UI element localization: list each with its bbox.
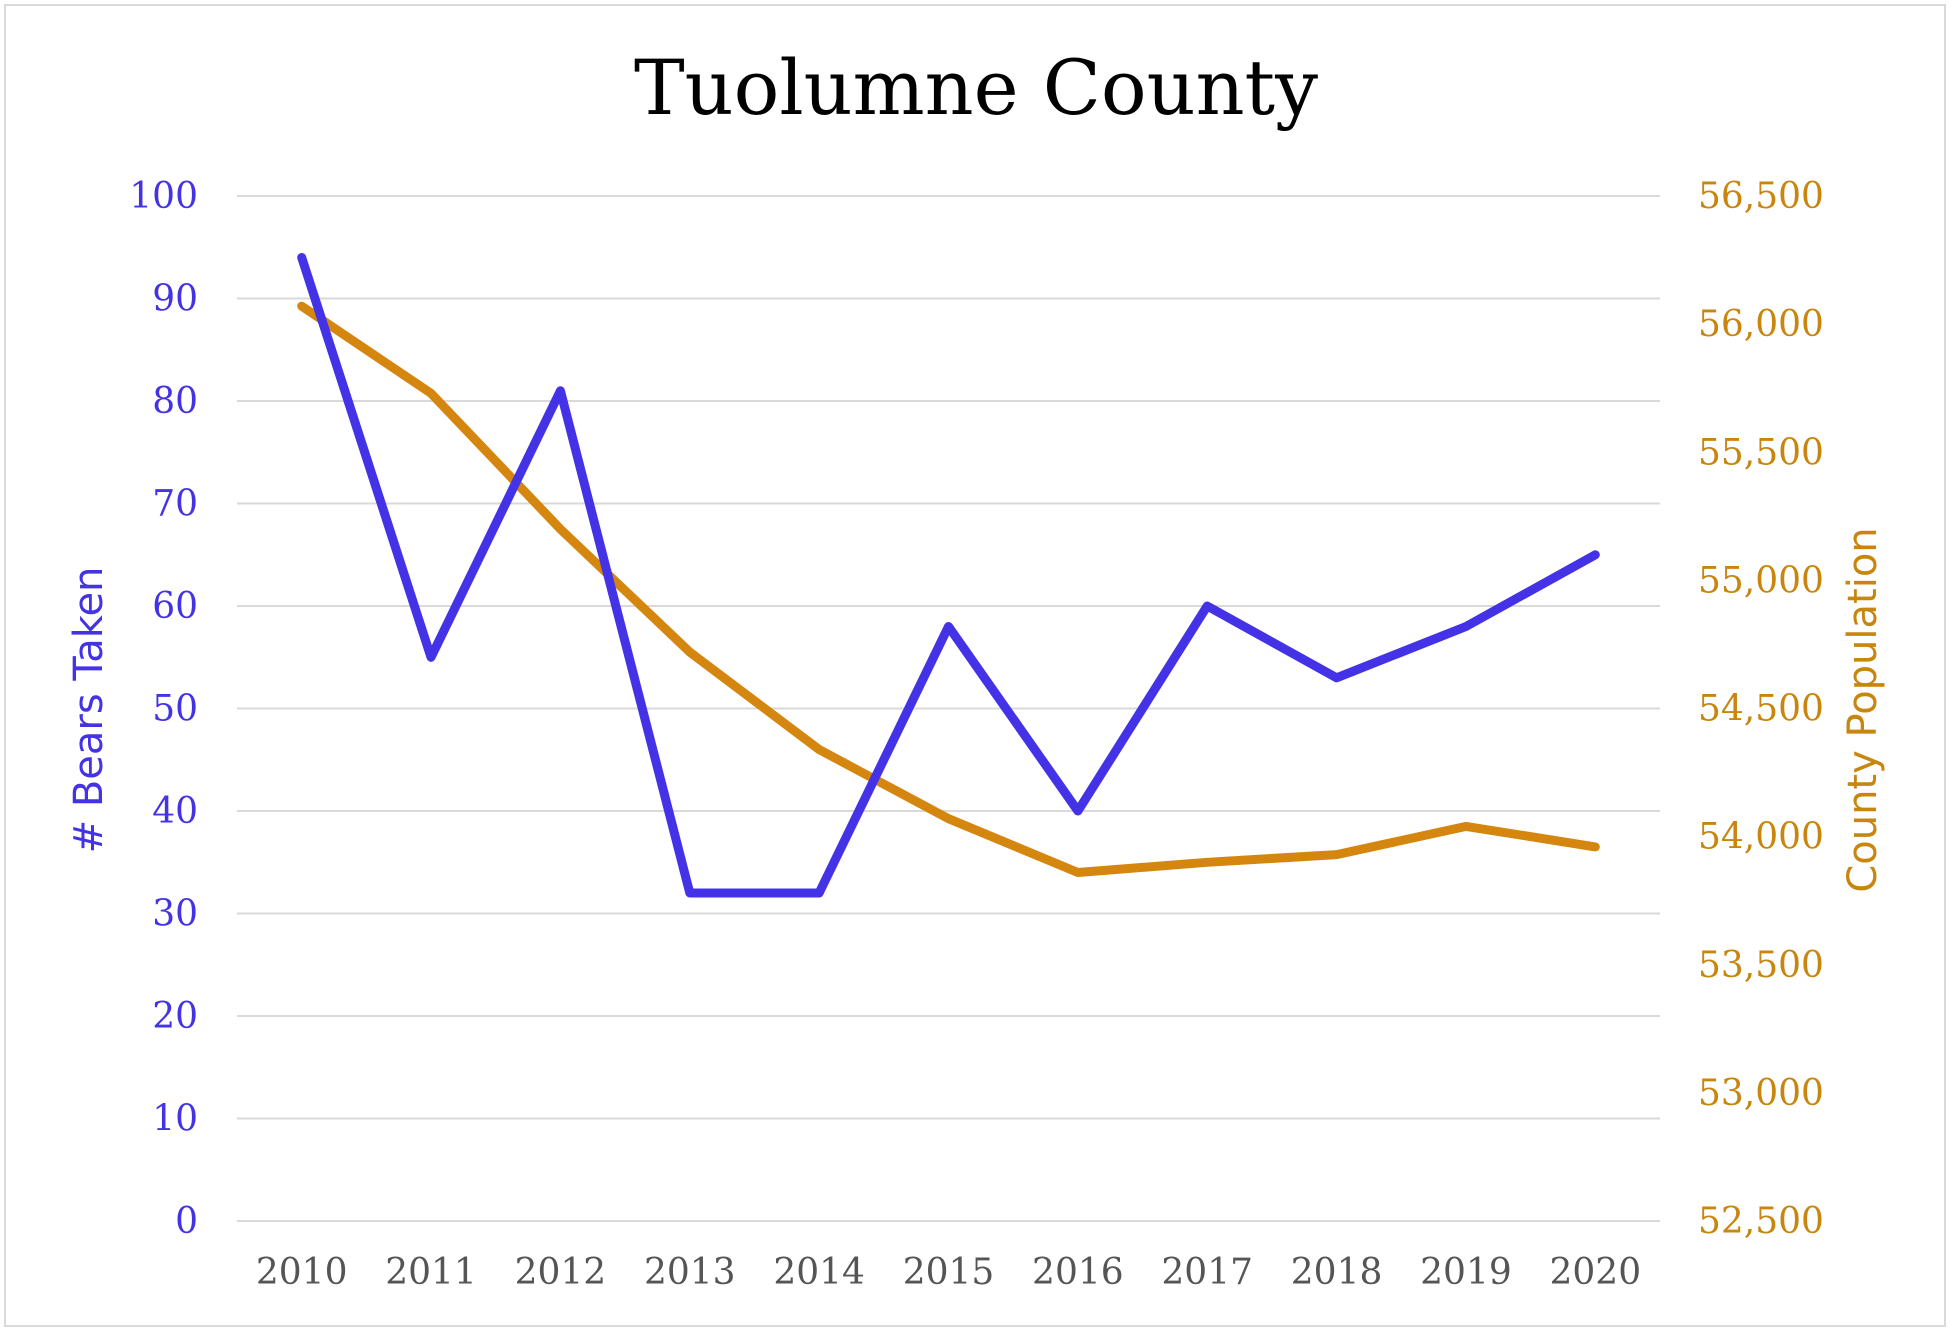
right-tick-label: 53,000 (1698, 1073, 1824, 1114)
gridlines (237, 195, 1660, 1222)
series-layer (297, 253, 1600, 898)
right-tick-label: 52,500 (1698, 1201, 1824, 1242)
right-axis-ticks: 52,500 53,000 53,500 54,000 54,500 55,000 55,5… (1698, 176, 1824, 1242)
left-tick-label: 70 (152, 484, 198, 525)
x-tick-label: 2017 (1161, 1252, 1253, 1293)
left-axis-title: # Bears Taken (66, 567, 112, 854)
x-tick-label: 2019 (1420, 1252, 1512, 1293)
x-tick-label: 2015 (903, 1252, 995, 1293)
left-tick-label: 40 (152, 791, 198, 832)
right-tick-label: 55,000 (1698, 560, 1824, 601)
left-tick-label: 10 (152, 1099, 198, 1140)
right-tick-label: 55,500 (1698, 432, 1824, 473)
left-tick-label: 90 (152, 279, 198, 320)
x-tick-label: 2012 (515, 1252, 607, 1293)
right-tick-label: 53,500 (1698, 945, 1824, 986)
right-tick-label: 54,500 (1698, 689, 1824, 730)
left-tick-label: 20 (152, 996, 198, 1037)
left-tick-label: 50 (152, 689, 198, 730)
left-tick-label: 80 (152, 381, 198, 422)
left-tick-label: 100 (129, 176, 198, 217)
x-tick-label: 2020 (1550, 1252, 1642, 1293)
x-tick-label: 2018 (1291, 1252, 1383, 1293)
right-axis-title: County Population (1840, 527, 1886, 892)
left-tick-label: 0 (175, 1201, 198, 1242)
x-tick-label: 2016 (1032, 1252, 1124, 1293)
x-tick-label: 2011 (385, 1252, 477, 1293)
right-tick-label: 56,500 (1698, 176, 1824, 217)
x-tick-label: 2010 (256, 1252, 348, 1293)
chart-title: Tuolumne County (634, 43, 1318, 132)
right-tick-label: 54,000 (1698, 817, 1824, 858)
left-tick-label: 30 (152, 894, 198, 935)
left-tick-label: 60 (152, 586, 198, 627)
x-axis-ticks: 2010 2011 2012 2013 2014 2015 2016 2017 2018 2019… (256, 1252, 1641, 1293)
left-axis-ticks: 0 10 20 30 40 50 60 70 80 90 100 (129, 176, 198, 1242)
county-population-line (297, 301, 1600, 877)
x-tick-label: 2013 (644, 1252, 736, 1293)
right-tick-label: 56,000 (1698, 304, 1824, 345)
x-tick-label: 2014 (773, 1252, 865, 1293)
bears-taken-line (297, 253, 1600, 898)
